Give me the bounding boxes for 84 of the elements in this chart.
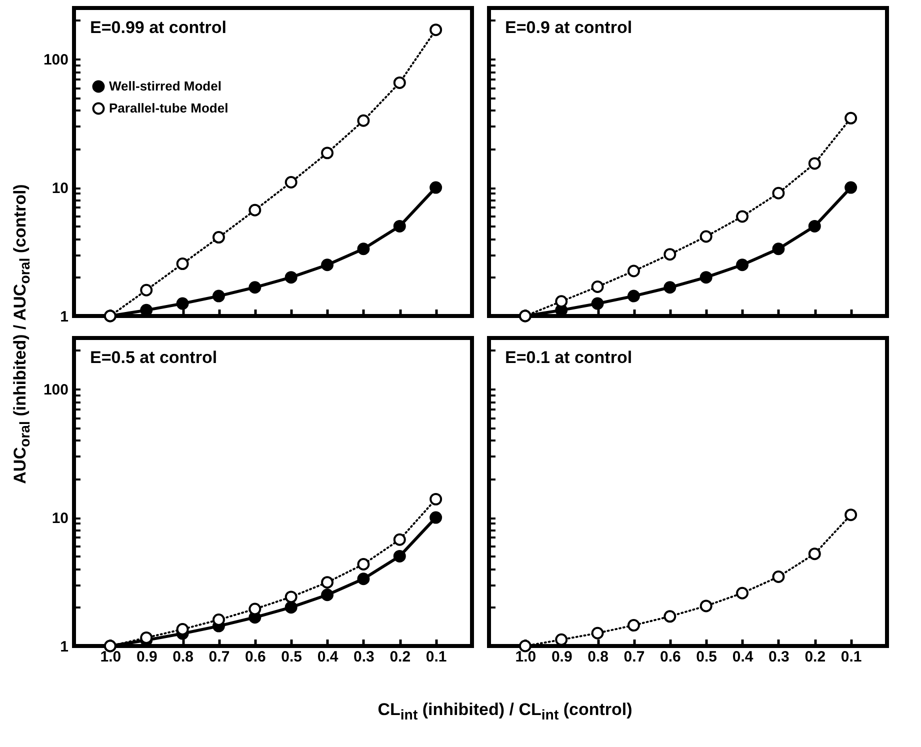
point <box>700 600 712 612</box>
point <box>321 258 334 272</box>
annotation: E=0.1 at control <box>505 348 632 367</box>
y-tick-label: 100 <box>43 52 68 69</box>
point <box>844 112 858 124</box>
point <box>808 157 821 170</box>
x-tick-label: 0.5 <box>696 648 718 666</box>
point <box>430 492 442 506</box>
y-tick-label: 100 <box>43 382 68 399</box>
point <box>627 290 640 302</box>
point <box>808 548 821 560</box>
x-tick-label: 0.1 <box>426 648 447 666</box>
point <box>736 258 749 272</box>
point <box>736 586 749 600</box>
point <box>284 601 298 614</box>
point <box>393 220 406 232</box>
point <box>627 619 640 632</box>
point <box>212 290 225 302</box>
x-tick-label: 0.8 <box>172 648 194 666</box>
point <box>772 242 785 256</box>
y-tick-label: 1 <box>60 638 68 656</box>
point <box>627 264 640 278</box>
point <box>357 572 370 586</box>
x-tick-label: 0.5 <box>281 648 302 666</box>
x-tick-label: 0.7 <box>624 648 645 666</box>
x-tick-label: 0.3 <box>354 648 374 666</box>
point <box>844 508 858 522</box>
point <box>736 210 749 223</box>
point <box>176 258 189 270</box>
y-tick-label: 10 <box>52 180 68 198</box>
point <box>591 280 604 293</box>
x-tick-label: 0.9 <box>551 648 572 666</box>
y-tick-label: 1 <box>60 308 68 326</box>
x-tick-label: 1.0 <box>100 648 122 666</box>
point <box>212 231 225 244</box>
point <box>430 24 442 36</box>
point <box>321 588 334 602</box>
point <box>393 550 406 562</box>
x-tick-label: 0.3 <box>768 648 790 666</box>
point <box>393 76 406 89</box>
x-tick-label: 0.8 <box>588 648 608 666</box>
point <box>357 242 370 256</box>
x-tick-label: 1.0 <box>515 648 536 666</box>
point <box>357 114 370 127</box>
point <box>321 576 334 589</box>
point <box>357 558 370 570</box>
x-tick-label: 0.2 <box>390 648 411 666</box>
point <box>430 181 442 194</box>
point <box>664 248 676 261</box>
point <box>591 626 604 640</box>
point <box>284 176 298 188</box>
y-tick-label: 10 <box>52 510 68 528</box>
x-tick-label: 0.4 <box>317 648 339 666</box>
point <box>248 204 262 216</box>
point <box>140 284 153 296</box>
x-tick-label: 0.6 <box>244 648 266 666</box>
point <box>700 230 712 243</box>
point <box>284 271 298 284</box>
point <box>248 281 262 294</box>
point <box>176 297 189 310</box>
legend-label: Parallel-tube Model <box>109 100 228 116</box>
legend-label: Well-stirred Model <box>109 78 222 94</box>
point <box>664 610 676 623</box>
point <box>591 297 604 310</box>
point <box>772 186 785 200</box>
annotation: E=0.9 at control <box>505 18 632 37</box>
point <box>393 533 406 546</box>
point <box>284 590 298 604</box>
x-tick-label: 0.6 <box>660 648 681 666</box>
x-tick-label: 0.4 <box>732 648 754 666</box>
x-tick-label: 0.1 <box>840 648 862 666</box>
point <box>700 271 712 284</box>
x-tick-label: 0.2 <box>804 648 826 666</box>
point <box>772 570 785 583</box>
x-axis-title: CL$_{int}$ (inhibited) / CL$_{int}$ (control) <box>378 700 632 724</box>
point <box>430 511 442 524</box>
annotation: E=0.5 at control <box>90 348 218 367</box>
point <box>844 181 858 194</box>
point <box>664 281 676 294</box>
point <box>321 146 334 160</box>
x-tick-label: 0.7 <box>208 648 230 666</box>
point <box>808 220 821 232</box>
x-tick-label: 0.9 <box>136 648 158 666</box>
annotation: E=0.99 at control <box>90 18 227 37</box>
